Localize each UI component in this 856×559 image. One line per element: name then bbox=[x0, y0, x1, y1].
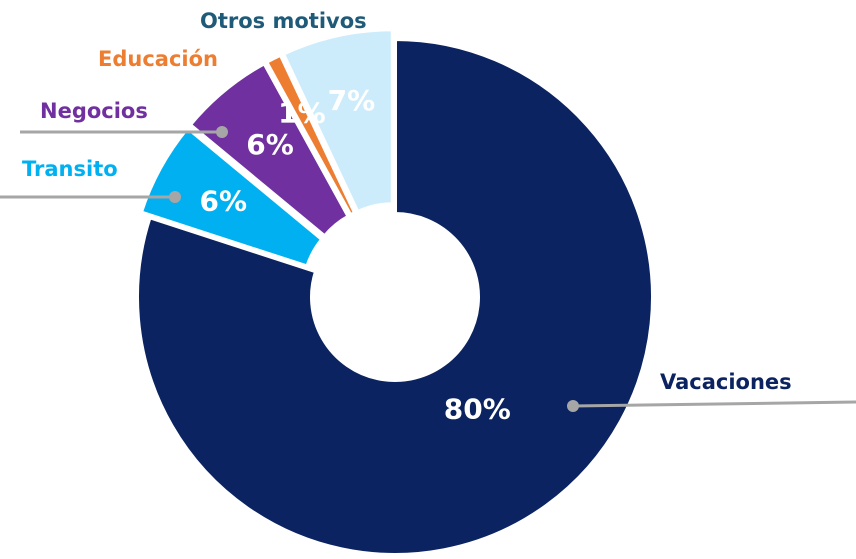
donut-slice bbox=[263, 51, 358, 219]
value-label: 1% bbox=[278, 96, 326, 129]
donut-slice bbox=[138, 124, 326, 270]
category-label: Educación bbox=[98, 47, 218, 71]
leader-dot bbox=[567, 400, 579, 412]
value-label: 6% bbox=[246, 128, 294, 161]
leader-line bbox=[572, 400, 856, 408]
category-label: Vacaciones bbox=[660, 370, 792, 394]
value-label: 6% bbox=[199, 185, 247, 218]
category-label: Transito bbox=[22, 157, 118, 181]
category-label: Otros motivos bbox=[200, 9, 367, 33]
value-label: 80% bbox=[444, 392, 511, 425]
donut-slice bbox=[280, 27, 395, 215]
donut-slice bbox=[135, 36, 655, 557]
category-label: Negocios bbox=[40, 99, 148, 123]
leader-dot bbox=[216, 126, 228, 138]
value-label: 7% bbox=[328, 84, 376, 117]
donut-slice bbox=[187, 60, 352, 240]
leader-dot bbox=[169, 191, 181, 203]
